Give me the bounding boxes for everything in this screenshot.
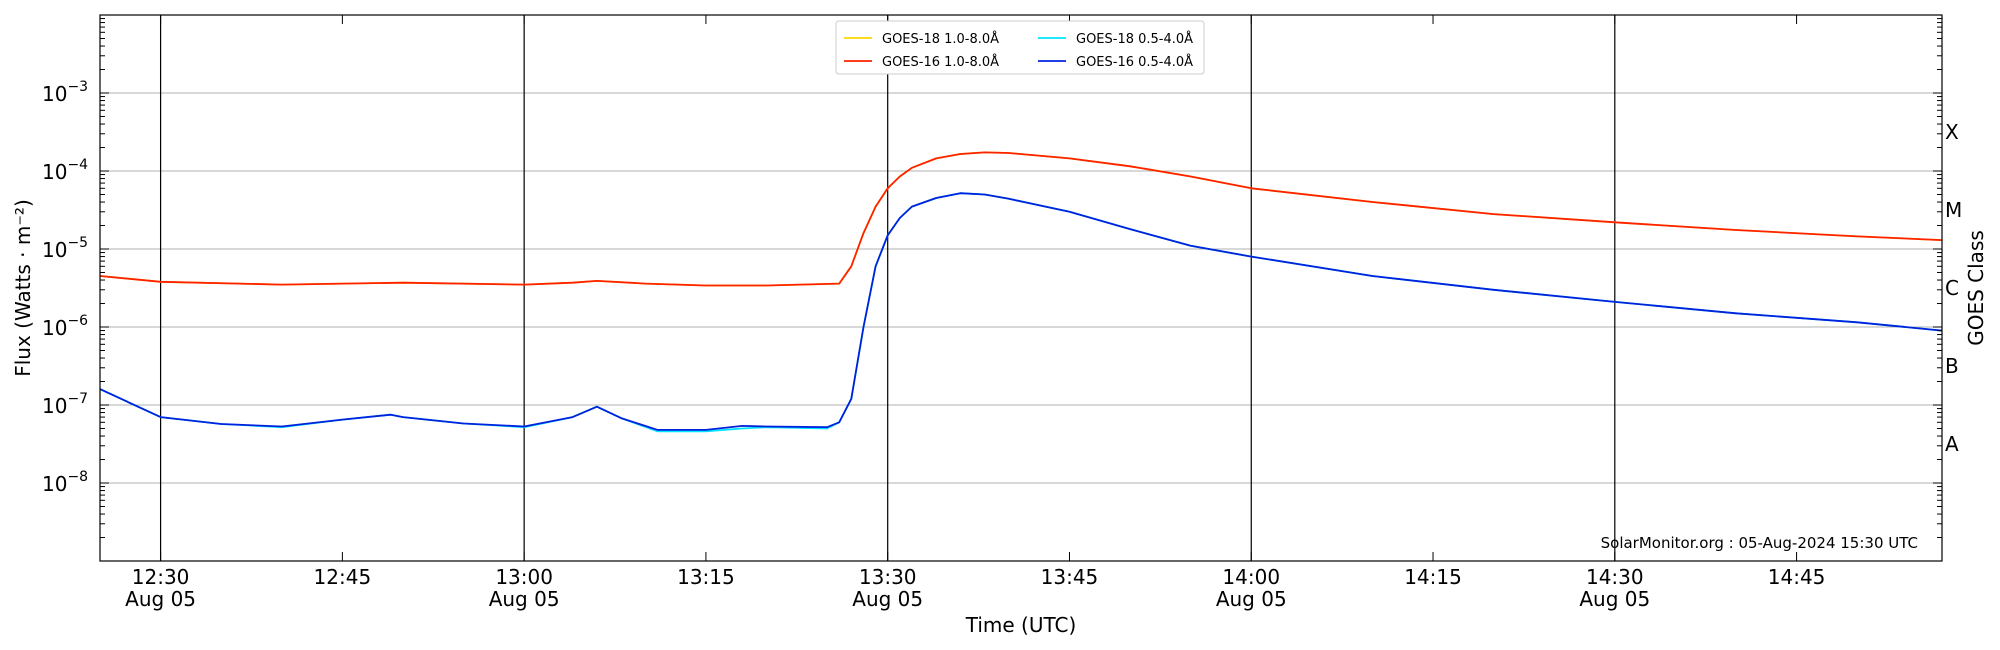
x-tick-time: 14:30 <box>1586 565 1644 589</box>
x-tick-date: Aug 05 <box>125 587 196 611</box>
y-tick-exponent: −7 <box>67 391 88 407</box>
legend-label: GOES-16 1.0-8.0Å <box>882 54 999 70</box>
right-axis-title: GOES Class <box>1964 230 1988 346</box>
y-tick-labels: 10−310−410−510−610−710−8 <box>42 79 88 496</box>
y-tick-label: 10−4 <box>42 157 88 184</box>
x-tick-time: 13:15 <box>677 565 735 589</box>
y-tick-exponent: −5 <box>67 235 88 251</box>
legend-box <box>835 20 1205 75</box>
legend: GOES-18 1.0-8.0Å GOES-18 0.5-4.0Å GOES-16 … <box>835 20 1205 75</box>
day-markers <box>159 15 1616 561</box>
watermark: SolarMonitor.org : 05-Aug-2024 15:30 UTC <box>1601 534 1918 552</box>
x-tick-date: Aug 05 <box>1216 587 1287 611</box>
series-layer <box>99 151 1943 433</box>
y-tick-exponent: −8 <box>67 469 88 485</box>
legend-label: GOES-16 0.5-4.0Å <box>1076 54 1193 70</box>
x-tick-time: 13:00 <box>495 565 553 589</box>
y-tick-base: 10 <box>42 238 67 262</box>
y-tick-exponent: −4 <box>67 157 88 173</box>
y-tick-label: 10−3 <box>42 79 88 106</box>
goes-class-x: X <box>1945 120 1959 144</box>
legend-label: GOES-18 1.0-8.0Å <box>882 31 999 47</box>
x-tick-date: Aug 05 <box>489 587 560 611</box>
x-tick-time: 14:45 <box>1768 565 1826 589</box>
y-tick-exponent: −6 <box>67 313 88 329</box>
x-tick-date: Aug 05 <box>1579 587 1650 611</box>
plot-frame <box>99 14 1943 562</box>
goes-class-b: B <box>1945 354 1959 378</box>
x-tick-time: 12:45 <box>314 565 372 589</box>
x-tick-date: Aug 05 <box>852 587 923 611</box>
y-tick-base: 10 <box>42 160 67 184</box>
y-tick-base: 10 <box>42 316 67 340</box>
y-tick-base: 10 <box>42 472 67 496</box>
y-tick-label: 10−5 <box>42 235 88 262</box>
goes-class-a: A <box>1945 432 1959 456</box>
goes-class-c: C <box>1945 276 1959 300</box>
x-tick-time: 14:15 <box>1404 565 1462 589</box>
y-tick-base: 10 <box>42 82 67 106</box>
x-tick-time: 14:00 <box>1222 565 1280 589</box>
y-tick-label: 10−6 <box>42 313 88 340</box>
x-tick-time: 12:30 <box>132 565 190 589</box>
x-axis-title: Time (UTC) <box>965 613 1077 637</box>
series-line-2 <box>99 151 1943 287</box>
y-tick-label: 10−8 <box>42 469 88 496</box>
x-tick-time: 13:30 <box>859 565 917 589</box>
x-tick-time: 13:45 <box>1041 565 1099 589</box>
goes-class-m: M <box>1945 198 1962 222</box>
grid <box>100 92 1942 484</box>
y-tick-base: 10 <box>42 394 67 418</box>
goes-class-labels: X M C B A <box>1945 120 1962 456</box>
ticks <box>100 14 1942 562</box>
y-axis-title: Flux (Watts · m⁻²) <box>11 199 35 377</box>
y-tick-exponent: −3 <box>67 79 88 95</box>
series-line-3 <box>99 192 1943 431</box>
legend-label: GOES-18 0.5-4.0Å <box>1076 31 1193 47</box>
y-tick-label: 10−7 <box>42 391 88 418</box>
